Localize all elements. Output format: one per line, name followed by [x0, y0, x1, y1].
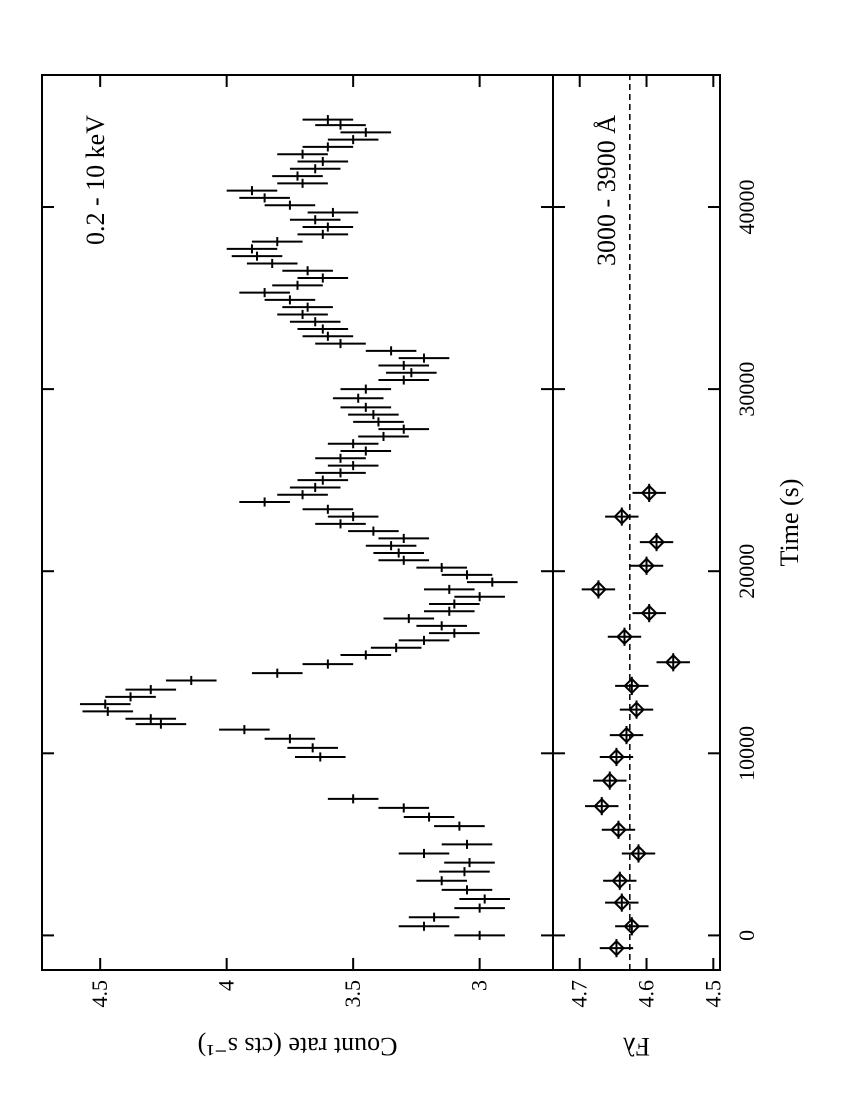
- y-tick-label: 4.7: [567, 980, 592, 1008]
- y-axis-label: Count rate (cts s⁻¹): [198, 1032, 398, 1061]
- diamond-marker: [611, 872, 629, 890]
- y-tick-label: 3: [467, 980, 492, 991]
- panel-frame: [41, 74, 554, 971]
- rotated-plot: 3 3.5 4 4.5 Count rate (cts s⁻¹) 0.2 - 10 keV…: [41, 74, 804, 1061]
- y-tick-label: 4: [214, 980, 239, 991]
- diamond-marker: [616, 628, 633, 646]
- x-axis-label: Time (s): [775, 479, 804, 567]
- diamond-marker: [618, 726, 635, 744]
- annotation: 3000 - 3900 Å: [592, 115, 621, 266]
- diamond-marker: [648, 533, 665, 551]
- diamond-marker: [613, 894, 631, 912]
- y-tick-label: 4.5: [87, 980, 112, 1008]
- y-axis-label: Fλ: [623, 1032, 650, 1061]
- diamond-marker: [628, 701, 645, 719]
- diamond-marker: [601, 772, 619, 790]
- y-tick-label: 4.6: [634, 980, 659, 1008]
- x-tick-label: 10000: [734, 726, 759, 781]
- diamond-marker: [623, 677, 641, 695]
- diamond-marker: [608, 748, 625, 766]
- x-tick-label: 0: [734, 930, 759, 941]
- diamond-marker: [640, 484, 658, 502]
- panel-frame: [552, 74, 721, 971]
- y-tick-label: 3.5: [340, 980, 365, 1008]
- diamond-marker: [630, 845, 647, 862]
- diamond-marker: [664, 653, 682, 671]
- diamond-marker: [610, 821, 627, 839]
- diamond-marker: [638, 557, 655, 575]
- x-tick-label: 20000: [734, 544, 759, 599]
- diamond-marker: [623, 917, 641, 935]
- diamond-marker: [590, 581, 607, 598]
- x-tick-label: 30000: [734, 362, 759, 417]
- diamond-marker: [640, 604, 658, 622]
- y-tick-label: 4.5: [700, 980, 725, 1008]
- diamond-marker: [613, 508, 631, 525]
- diamond-marker: [593, 797, 611, 815]
- annotation: 0.2 - 10 keV: [81, 115, 110, 245]
- diamond-marker: [608, 939, 625, 957]
- x-tick-label: 40000: [734, 180, 759, 235]
